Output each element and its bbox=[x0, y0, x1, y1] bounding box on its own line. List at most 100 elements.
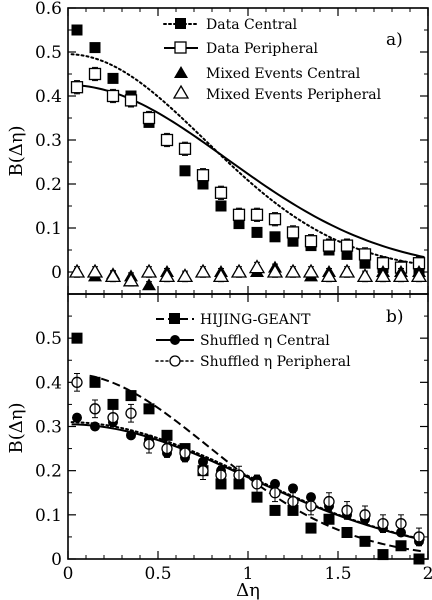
data-central-point bbox=[341, 248, 353, 260]
data-peripheral-point bbox=[196, 169, 210, 182]
data-central-point bbox=[359, 257, 371, 269]
data-peripheral-point bbox=[322, 239, 336, 252]
hijing-geant-point bbox=[377, 549, 389, 561]
panel-a-ytick-label: 0.4 bbox=[35, 87, 62, 107]
mixed-events-peripheral-point bbox=[86, 263, 104, 278]
data-peripheral-point bbox=[286, 226, 300, 239]
shuffled-central-point bbox=[126, 430, 136, 441]
data-central-point bbox=[107, 72, 119, 84]
data-central-point bbox=[71, 24, 83, 36]
data-central-point bbox=[287, 235, 299, 247]
data-peripheral-point bbox=[268, 213, 282, 226]
panel-a-tag: a) bbox=[386, 30, 403, 50]
legend-item-mixed-central: Mixed Events Central bbox=[174, 66, 361, 82]
mixed-events-peripheral-point bbox=[230, 263, 248, 278]
hijing-geant-point bbox=[269, 504, 281, 516]
mixed-events-peripheral-point bbox=[392, 268, 410, 283]
legend-marker-hijing-geant bbox=[169, 313, 180, 324]
hijing-geant-point bbox=[107, 398, 119, 410]
mixed-events-peripheral-point bbox=[338, 263, 356, 278]
shuffled-central-point bbox=[288, 483, 298, 494]
panel-b-ticks: 0 0.1 0.2 0.3 0.4 0.5 0 0.5 1 1.5 2 bbox=[35, 293, 432, 584]
mixed-events-peripheral-point bbox=[212, 268, 230, 283]
panel-a-legend: Data Central Data Peripheral Mixed Event… bbox=[163, 17, 382, 103]
hijing-geant-point bbox=[71, 332, 83, 344]
data-peripheral-point bbox=[106, 89, 120, 103]
panel-a-ytick-label: 0.1 bbox=[35, 219, 62, 239]
mixed-events-central-point bbox=[142, 278, 156, 291]
panel-b-ytick-label: 0.1 bbox=[35, 506, 62, 526]
legend-marker-mixed-peripheral bbox=[172, 84, 190, 99]
mixed-events-peripheral-point bbox=[248, 259, 266, 274]
hijing-geant-point bbox=[395, 540, 407, 552]
panel-a-ytick-label: 0.3 bbox=[35, 131, 62, 151]
panel-a-ytick-label: 0.2 bbox=[35, 175, 62, 195]
panel-b-legend: HIJING-GEANT Shuffled η Central Shuffled… bbox=[155, 312, 351, 370]
legend-item-data-central: Data Central bbox=[163, 17, 298, 33]
mixed-events-peripheral-point bbox=[194, 263, 212, 278]
series-data-peripheral bbox=[70, 66, 426, 275]
shuffled-central-point bbox=[90, 421, 100, 432]
panel-a-fits bbox=[70, 53, 426, 266]
data-peripheral-point bbox=[250, 208, 264, 221]
data-central-point bbox=[233, 218, 245, 230]
data-peripheral-point bbox=[70, 81, 84, 94]
panel-b-fit-dotted bbox=[70, 421, 426, 541]
mixed-events-peripheral-point bbox=[284, 263, 302, 278]
panel-b-xtick-label: 0 bbox=[63, 564, 74, 584]
mixed-events-peripheral-point bbox=[140, 263, 158, 278]
data-peripheral-point bbox=[178, 142, 192, 155]
mixed-events-peripheral-point bbox=[122, 272, 140, 287]
mixed-events-peripheral-point bbox=[104, 268, 122, 283]
panel-b: 0 0.1 0.2 0.3 0.4 0.5 0 0.5 1 1.5 2 b) B(Δη) Δη HI… bbox=[6, 293, 432, 600]
hijing-geant-point bbox=[251, 491, 263, 503]
legend-marker-mixed-central bbox=[174, 66, 188, 78]
data-central-point bbox=[179, 165, 191, 177]
mixed-events-peripheral-point bbox=[68, 263, 86, 278]
panel-a-ytick-label: 0 bbox=[51, 263, 62, 283]
hijing-geant-point bbox=[143, 403, 155, 415]
panel-a-ytick-label: 0.5 bbox=[35, 43, 62, 63]
mixed-events-peripheral-point bbox=[356, 268, 374, 283]
data-peripheral-point bbox=[214, 186, 228, 199]
legend-label-mixed-central: Mixed Events Central bbox=[206, 66, 361, 82]
legend-item-hijing-geant: HIJING-GEANT bbox=[156, 312, 311, 328]
data-peripheral-point bbox=[142, 111, 156, 125]
legend-label-hijing-geant: HIJING-GEANT bbox=[200, 312, 311, 328]
panel-b-ytick-label: 0 bbox=[51, 550, 62, 570]
series-shuffled-peripheral bbox=[71, 373, 425, 547]
mixed-events-peripheral-point bbox=[374, 268, 392, 283]
data-central-point bbox=[89, 42, 101, 54]
panel-b-fits bbox=[70, 374, 426, 553]
hijing-geant-point bbox=[413, 553, 425, 565]
mixed-events-peripheral-point bbox=[410, 268, 428, 283]
panel-b-fit-dashed bbox=[89, 374, 425, 553]
data-peripheral-point bbox=[124, 94, 138, 107]
panel-a-ylabel: B(Δη) bbox=[6, 125, 27, 176]
data-peripheral-point bbox=[88, 67, 102, 81]
legend-label-mixed-peripheral: Mixed Events Peripheral bbox=[206, 87, 382, 103]
panel-b-ytick-label: 0.4 bbox=[35, 373, 62, 393]
panel-a-fit-solid bbox=[71, 84, 425, 259]
hijing-geant-point bbox=[161, 429, 173, 441]
legend-label-data-peripheral: Data Peripheral bbox=[206, 41, 319, 57]
legend-label-shuffled-central: Shuffled η Central bbox=[200, 333, 330, 349]
hijing-geant-point bbox=[341, 527, 353, 538]
data-central-point bbox=[251, 226, 263, 238]
legend-item-mixed-peripheral: Mixed Events Peripheral bbox=[172, 84, 382, 103]
panel-a-ytick-label: 0.6 bbox=[35, 0, 62, 19]
data-central-point bbox=[215, 200, 227, 212]
shuffled-central-point bbox=[72, 412, 82, 423]
mixed-events-peripheral-point bbox=[302, 263, 320, 278]
data-central-point bbox=[269, 231, 281, 243]
legend-marker-data-peripheral bbox=[174, 41, 187, 54]
panel-b-xtick-label: 1.5 bbox=[324, 564, 351, 584]
panel-b-marks bbox=[71, 332, 425, 565]
panel-a-ticks: 0 0.1 0.2 0.3 0.4 0.5 0.6 bbox=[35, 0, 429, 295]
panel-b-xtick-label: 2 bbox=[423, 564, 432, 584]
hijing-geant-point bbox=[323, 513, 335, 525]
hijing-geant-point bbox=[305, 522, 317, 534]
x-axis-label: Δη bbox=[236, 580, 260, 600]
mixed-events-peripheral-point bbox=[266, 263, 284, 278]
panel-a-marks bbox=[68, 24, 428, 291]
